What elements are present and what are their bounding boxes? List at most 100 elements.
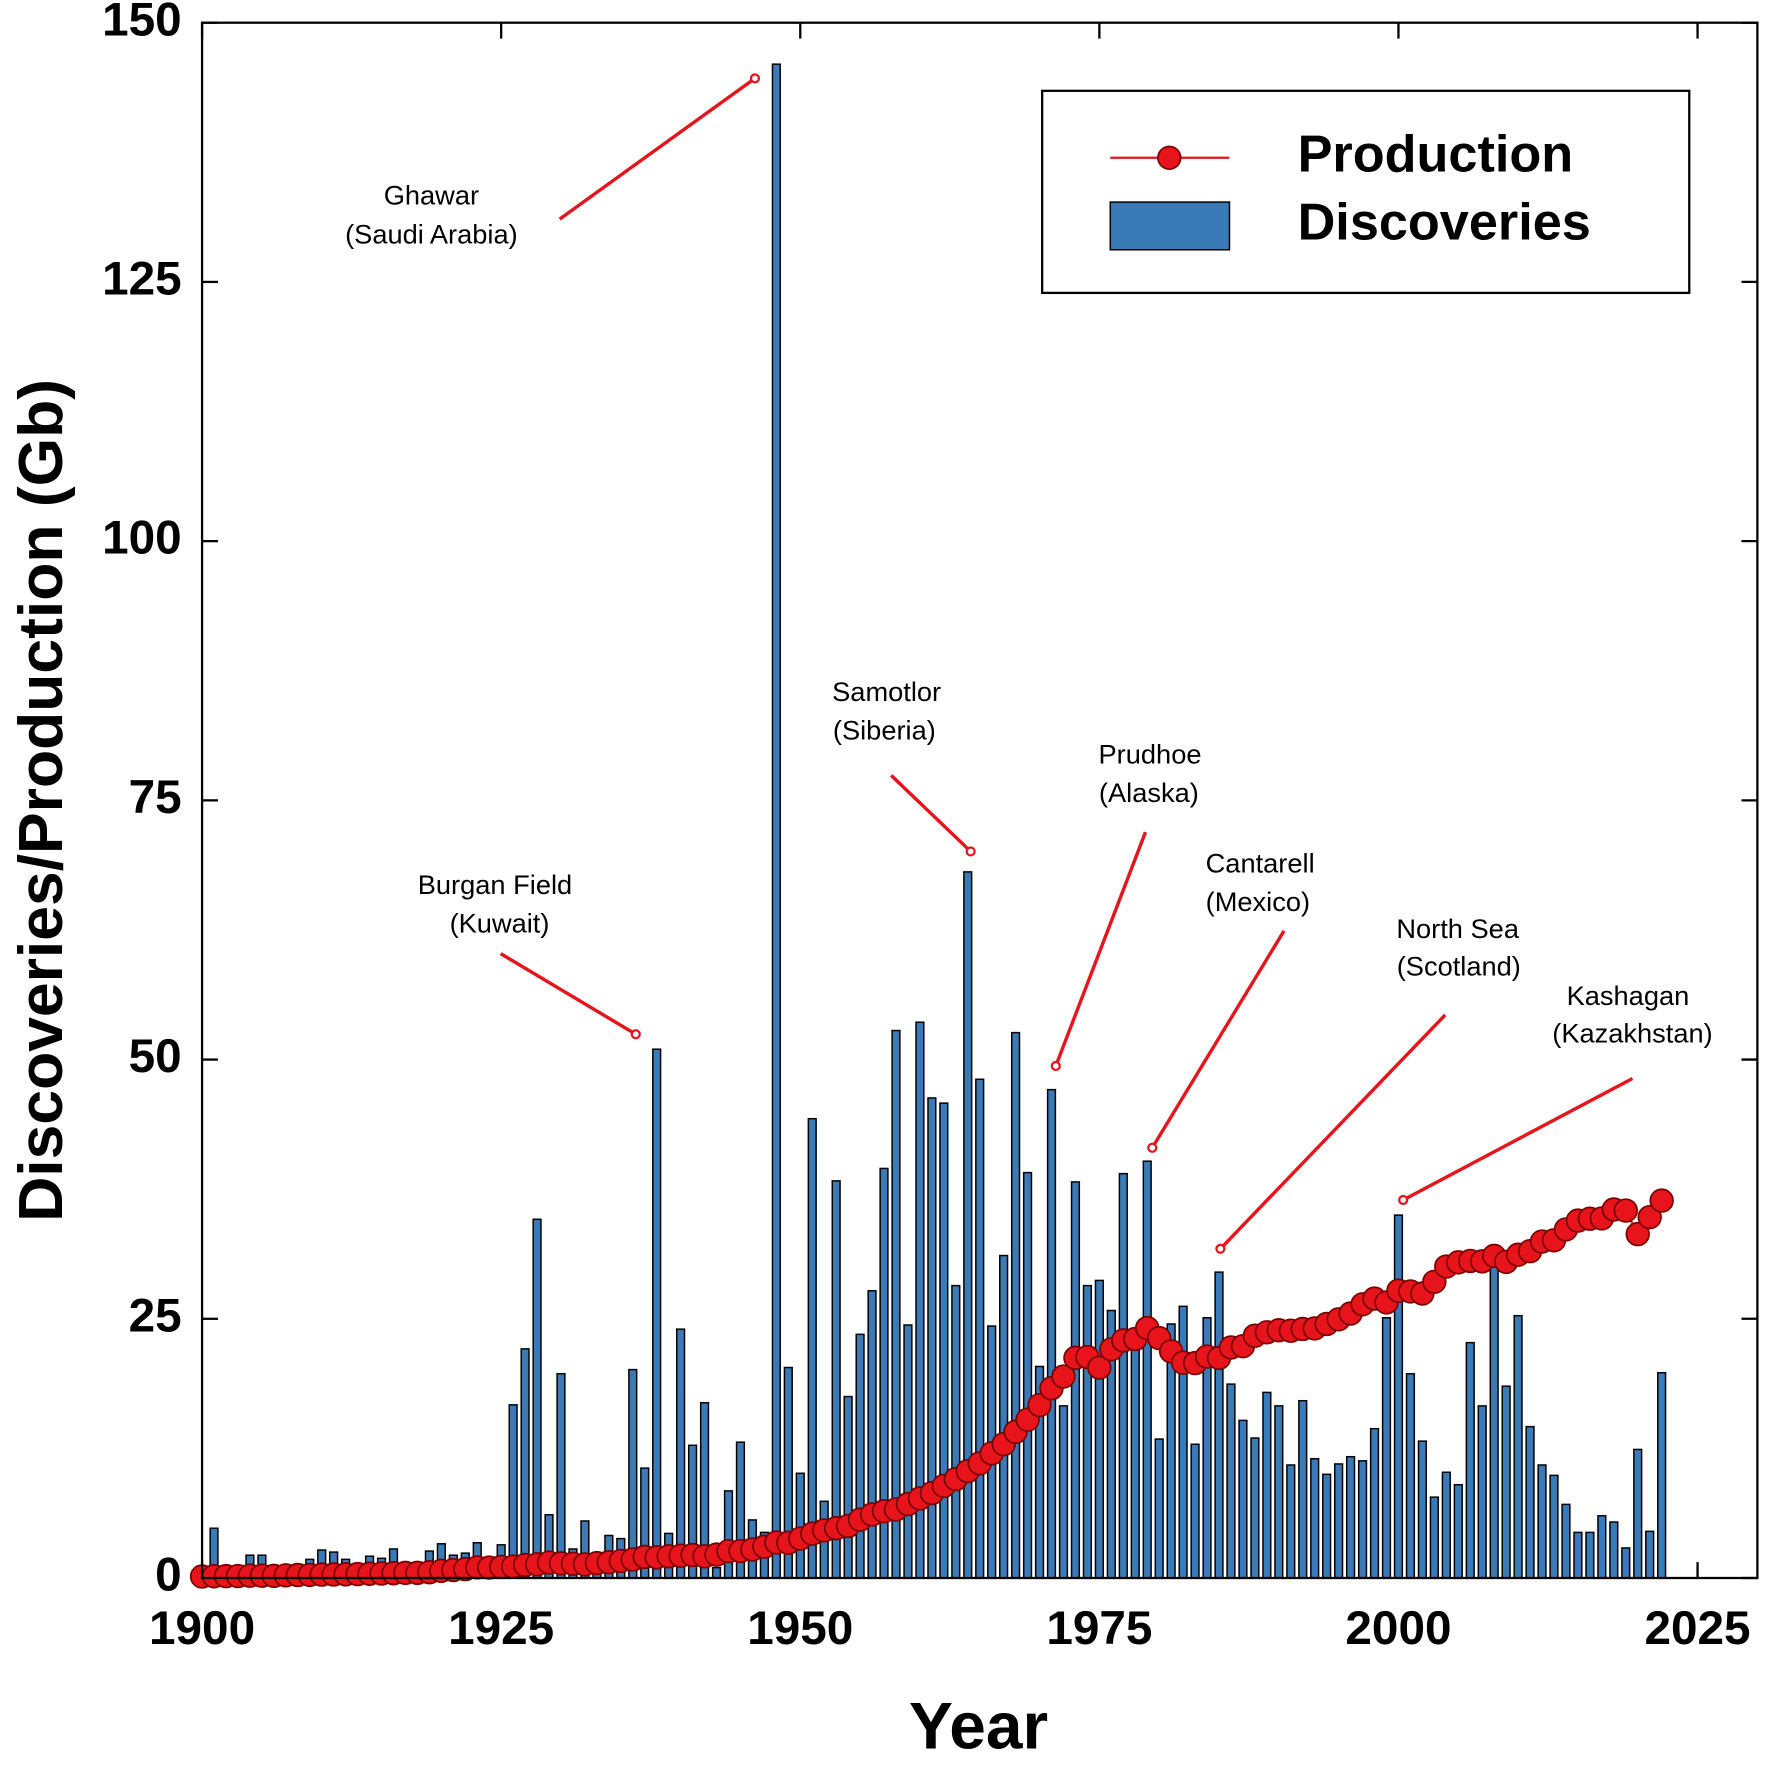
bar bbox=[1082, 1284, 1093, 1579]
bar bbox=[1357, 1460, 1368, 1579]
marker bbox=[1625, 1221, 1650, 1247]
bar bbox=[652, 1048, 662, 1579]
bar bbox=[1118, 1172, 1128, 1579]
annotation: Ghawar bbox=[384, 180, 479, 211]
y-tick-label: 75 bbox=[129, 771, 182, 824]
annotation: (Saudi Arabia) bbox=[345, 218, 518, 249]
marker bbox=[1027, 1392, 1052, 1418]
annotation-point bbox=[1147, 1142, 1158, 1153]
annotation-leader bbox=[1402, 1076, 1634, 1202]
bar bbox=[1465, 1341, 1475, 1579]
x-tick-label: 2025 bbox=[1645, 1602, 1751, 1655]
bar bbox=[556, 1373, 566, 1579]
bar bbox=[939, 1102, 949, 1579]
bar bbox=[1489, 1266, 1499, 1579]
y-tick-label: 25 bbox=[129, 1289, 182, 1342]
bar bbox=[951, 1284, 961, 1579]
annotation-leader bbox=[1219, 1013, 1447, 1250]
bar bbox=[520, 1348, 530, 1579]
x-tick-label: 1900 bbox=[149, 1602, 255, 1655]
annotation-point bbox=[749, 73, 761, 84]
bar bbox=[1154, 1438, 1164, 1579]
bar bbox=[1621, 1547, 1631, 1579]
bar bbox=[1441, 1471, 1451, 1579]
bar bbox=[1345, 1455, 1356, 1579]
bar bbox=[1226, 1383, 1236, 1579]
legend-box bbox=[1041, 89, 1691, 295]
x-tick-label: 1925 bbox=[448, 1602, 554, 1655]
marker bbox=[1087, 1355, 1112, 1380]
legend-label: Discoveries bbox=[1298, 194, 1591, 252]
bar bbox=[795, 1472, 805, 1579]
bar bbox=[1549, 1474, 1559, 1579]
bar bbox=[1393, 1214, 1404, 1579]
legend-label: Production bbox=[1298, 126, 1574, 184]
x-tick-label: 2000 bbox=[1345, 1602, 1451, 1655]
annotation: Burgan Field bbox=[418, 869, 572, 900]
bar bbox=[1369, 1427, 1380, 1579]
bar bbox=[1525, 1425, 1535, 1579]
bar bbox=[1609, 1521, 1619, 1579]
bar bbox=[1058, 1405, 1069, 1579]
bar bbox=[1537, 1464, 1547, 1579]
y-tick-label: 125 bbox=[102, 253, 182, 306]
y-tick-label: 100 bbox=[102, 512, 182, 565]
bar bbox=[1022, 1171, 1033, 1579]
bar bbox=[532, 1218, 542, 1579]
annotation: (Scotland) bbox=[1397, 951, 1521, 982]
annotation: Kashagan bbox=[1567, 980, 1690, 1011]
y-tick-label: 50 bbox=[129, 1030, 182, 1083]
bar bbox=[508, 1404, 518, 1579]
marker bbox=[1637, 1204, 1662, 1230]
bar bbox=[1262, 1391, 1272, 1579]
bar bbox=[867, 1290, 877, 1579]
x-axis-label: Year bbox=[909, 1689, 1048, 1763]
marker bbox=[1649, 1188, 1674, 1213]
annotation: (Kuwait) bbox=[450, 907, 550, 938]
annotation-point bbox=[965, 846, 976, 857]
bar bbox=[1274, 1405, 1284, 1579]
bar bbox=[1585, 1531, 1595, 1579]
bar bbox=[1417, 1440, 1428, 1579]
bar bbox=[999, 1254, 1009, 1579]
annotation: Prudhoe bbox=[1099, 738, 1202, 769]
bar bbox=[1250, 1437, 1260, 1579]
annotation: (Siberia) bbox=[833, 714, 936, 745]
bar bbox=[1046, 1088, 1057, 1579]
bar bbox=[807, 1117, 817, 1579]
bar bbox=[1477, 1405, 1487, 1579]
bar bbox=[1190, 1443, 1200, 1579]
bar bbox=[1657, 1371, 1667, 1579]
marker bbox=[1613, 1198, 1638, 1223]
bar bbox=[1453, 1483, 1463, 1579]
bar bbox=[1633, 1448, 1643, 1579]
bar bbox=[1286, 1464, 1296, 1579]
bar bbox=[1429, 1496, 1439, 1579]
bar bbox=[1142, 1160, 1152, 1579]
bar bbox=[1573, 1531, 1583, 1579]
legend-swatch bbox=[1109, 201, 1231, 251]
x-tick-label: 1950 bbox=[747, 1602, 853, 1655]
bar bbox=[771, 63, 781, 1579]
bar bbox=[843, 1395, 853, 1579]
bar bbox=[1405, 1373, 1416, 1579]
annotation-leader bbox=[889, 774, 972, 853]
x-tick-label: 1975 bbox=[1046, 1602, 1152, 1655]
marker bbox=[1051, 1364, 1076, 1389]
annotation-leader bbox=[1150, 930, 1286, 1149]
bar bbox=[1561, 1503, 1571, 1579]
bar bbox=[1322, 1473, 1332, 1579]
plot-frame bbox=[200, 21, 1759, 1580]
bar bbox=[1310, 1458, 1320, 1579]
annotation: Samotlor bbox=[832, 676, 941, 707]
annotation-point bbox=[630, 1029, 641, 1040]
bar bbox=[723, 1490, 734, 1579]
y-tick-label: 150 bbox=[102, 0, 182, 46]
legend-swatch bbox=[1157, 145, 1182, 171]
annotation-leader bbox=[499, 952, 637, 1036]
annotation-leader bbox=[1054, 831, 1148, 1067]
bar bbox=[676, 1328, 686, 1579]
bar bbox=[903, 1324, 913, 1579]
bar bbox=[1501, 1385, 1511, 1579]
